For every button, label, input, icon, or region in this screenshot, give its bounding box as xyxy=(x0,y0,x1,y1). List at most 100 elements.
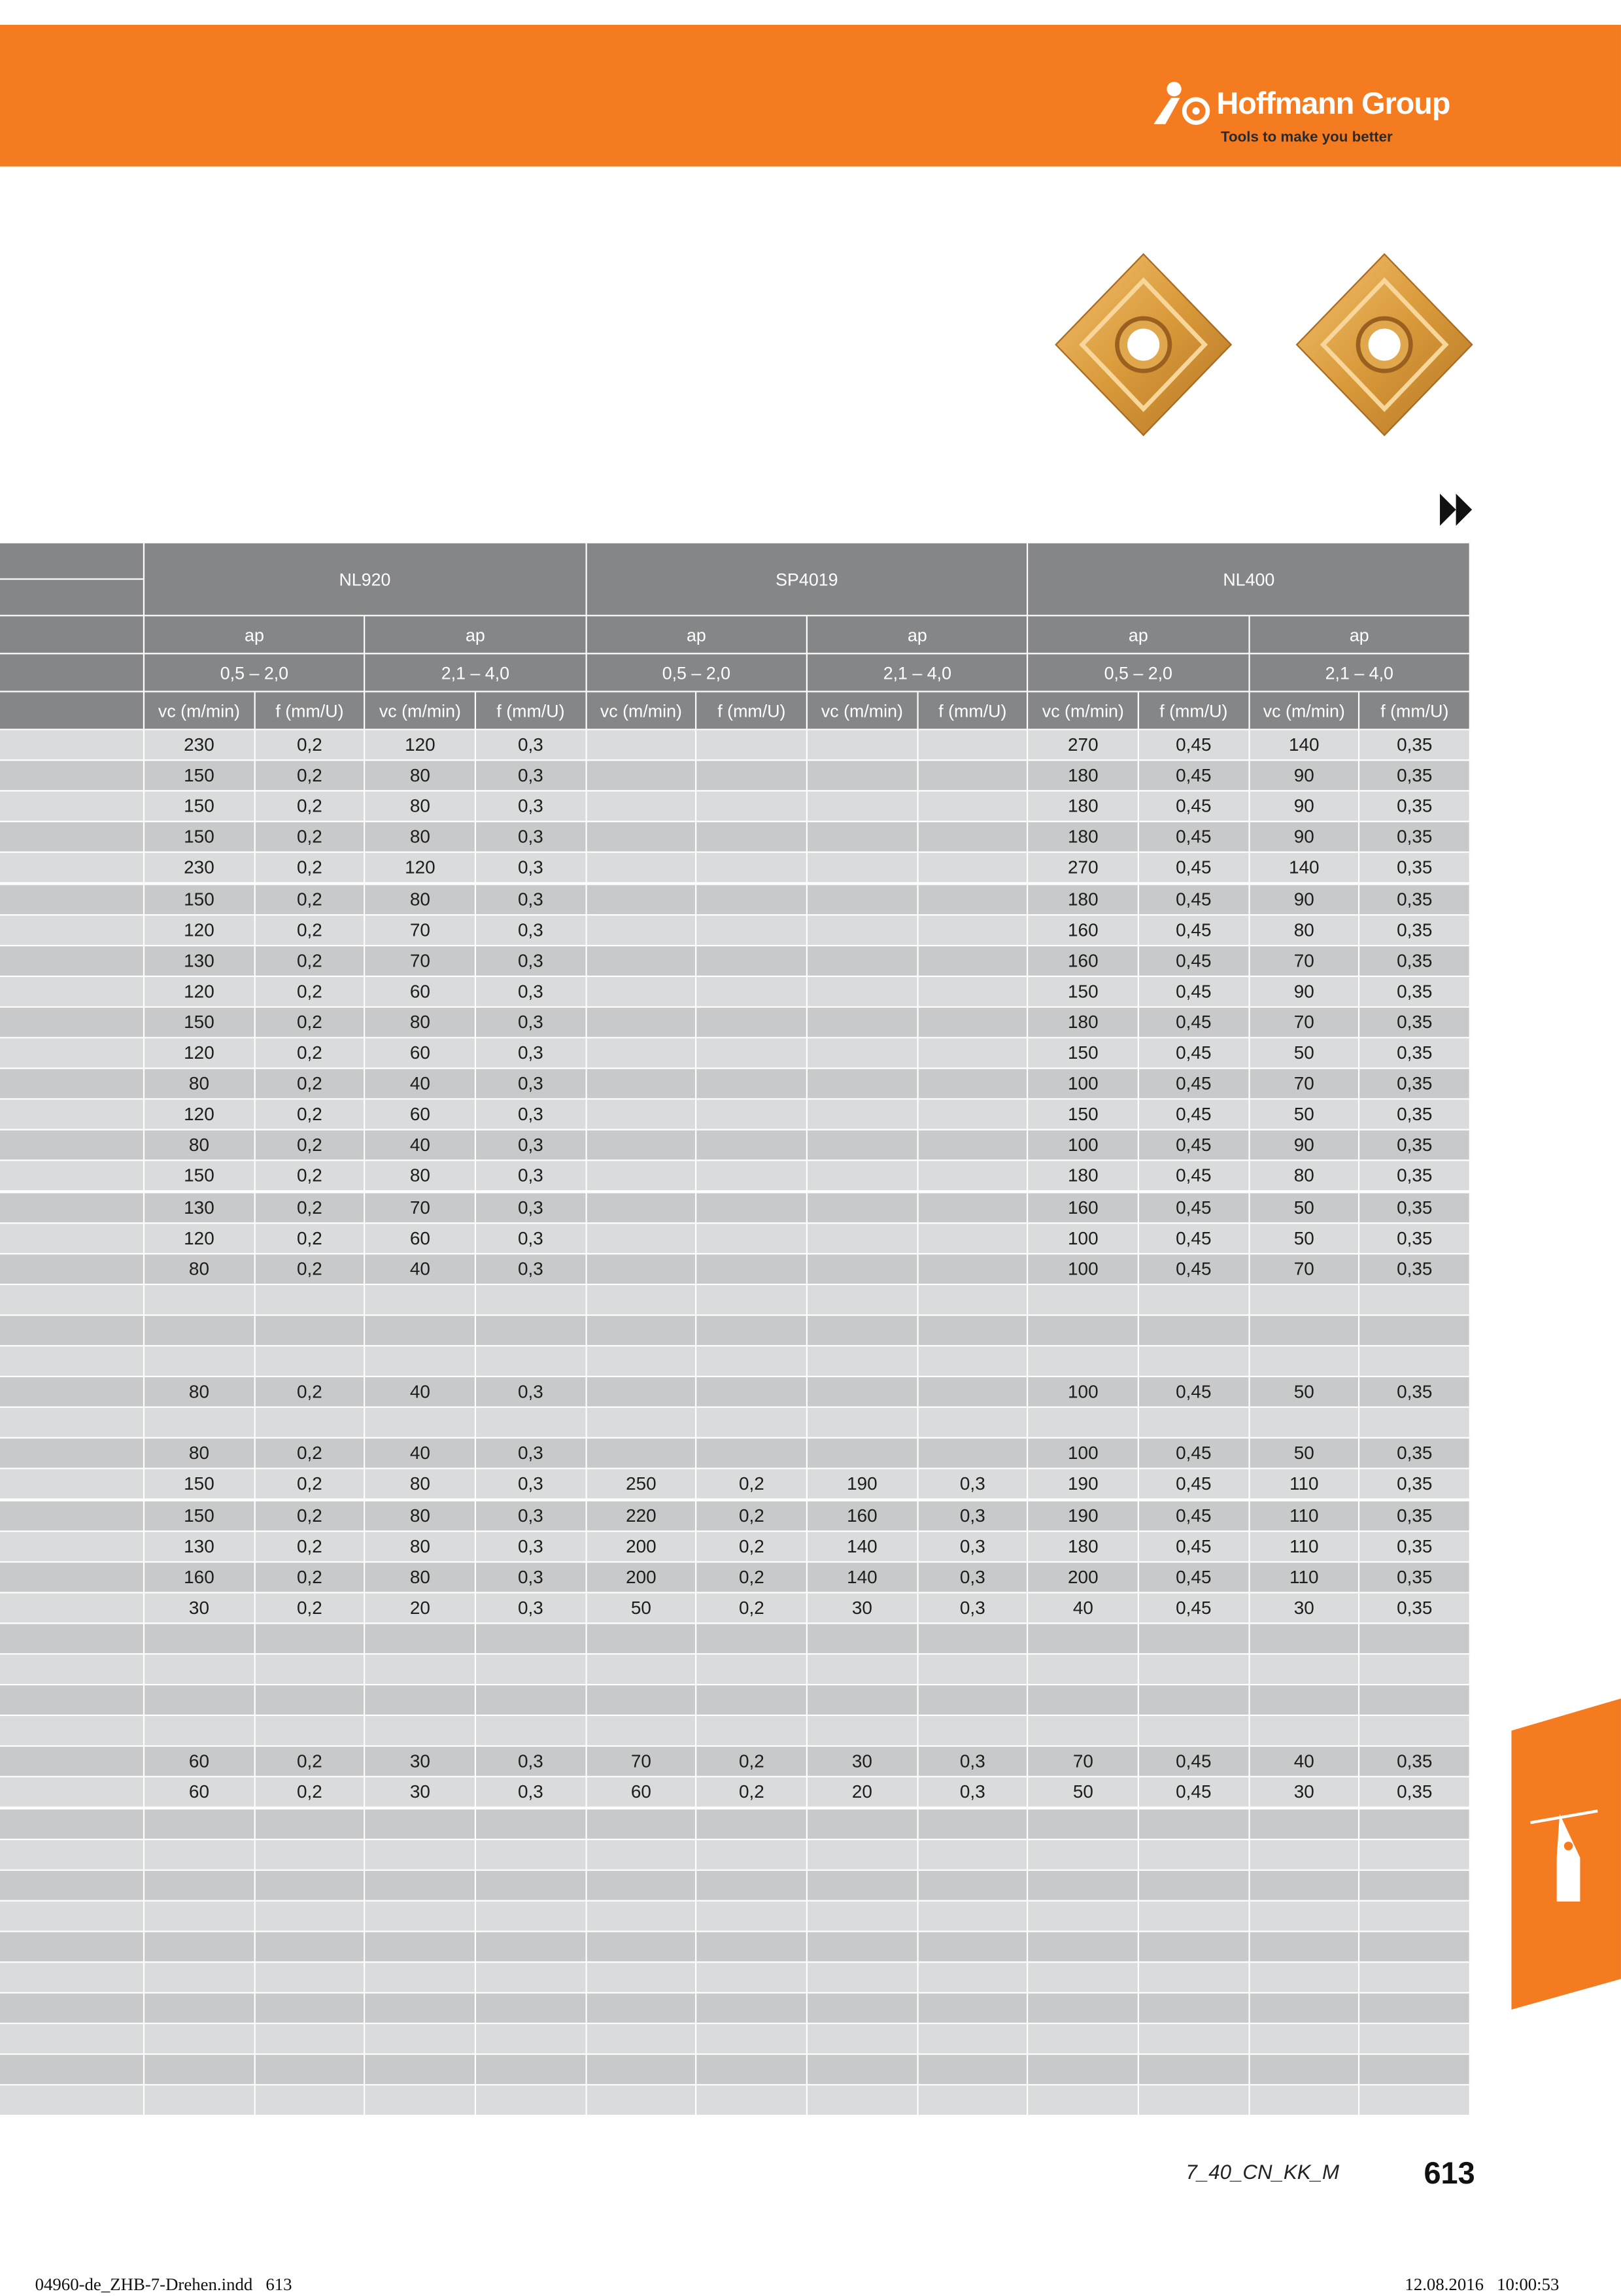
data-cell: 90 xyxy=(1249,1131,1360,1162)
data-cell xyxy=(697,853,808,885)
data-cell xyxy=(255,1932,366,1963)
data-cell: 0,2 xyxy=(255,1161,366,1193)
brand: Hoffmann Group xyxy=(1216,87,1450,122)
data-cell: 0,45 xyxy=(1138,1131,1250,1162)
data-cell: 190 xyxy=(808,1469,918,1501)
data-cell: 0,3 xyxy=(917,1562,1029,1594)
data-cell xyxy=(587,1284,697,1316)
data-cell xyxy=(808,2086,918,2117)
data-cell xyxy=(1359,1346,1471,1378)
data-cell xyxy=(917,730,1029,761)
data-cell: 0,3 xyxy=(476,1562,587,1594)
data-cell xyxy=(697,761,808,792)
row-stub xyxy=(0,1500,145,1532)
data-cell: 160 xyxy=(1028,915,1139,946)
data-cell xyxy=(1249,1716,1360,1747)
data-cell: 0,35 xyxy=(1359,1069,1471,1101)
data-cell xyxy=(808,1038,918,1069)
data-cell: 0,2 xyxy=(255,1377,366,1409)
data-cell xyxy=(1359,1624,1471,1655)
row-stub xyxy=(0,1562,145,1594)
data-cell xyxy=(1138,1962,1250,1994)
column-label: vc (m/min) xyxy=(1028,692,1139,730)
data-cell xyxy=(808,884,918,916)
data-cell xyxy=(808,1654,918,1686)
data-cell xyxy=(917,1624,1029,1655)
data-cell xyxy=(917,1901,1029,1932)
data-cell xyxy=(917,1346,1029,1378)
data-cell: 80 xyxy=(145,1254,256,1285)
ap-range: 2,1 – 4,0 xyxy=(1249,654,1471,693)
data-cell xyxy=(587,791,697,823)
data-cell xyxy=(1249,1932,1360,1963)
data-cell: 0,3 xyxy=(476,791,587,823)
data-cell: 70 xyxy=(1028,1747,1139,1778)
row-stub xyxy=(0,1377,145,1409)
data-cell: 0,45 xyxy=(1138,1500,1250,1532)
data-cell: 0,2 xyxy=(255,1777,366,1809)
data-cell xyxy=(476,1624,587,1655)
data-cell xyxy=(917,884,1029,916)
data-cell xyxy=(1138,1408,1250,1439)
ap-header: ap xyxy=(1028,616,1250,655)
data-cell xyxy=(808,1131,918,1162)
data-cell: 0,45 xyxy=(1138,1254,1250,1285)
data-cell: 0,35 xyxy=(1359,1469,1471,1501)
data-cell: 0,2 xyxy=(255,946,366,977)
data-cell xyxy=(697,1254,808,1285)
column-label: f (mm/U) xyxy=(1359,692,1471,730)
data-cell xyxy=(255,1346,366,1378)
data-cell: 0,35 xyxy=(1359,791,1471,823)
data-cell xyxy=(808,1808,918,1840)
data-cell xyxy=(587,1254,697,1285)
column-label: f (mm/U) xyxy=(1138,692,1250,730)
data-cell: 180 xyxy=(1028,791,1139,823)
data-cell: 0,45 xyxy=(1138,946,1250,977)
data-cell: 50 xyxy=(1249,1100,1360,1131)
data-cell xyxy=(697,2055,808,2087)
data-cell: 80 xyxy=(145,1377,256,1409)
data-cell: 100 xyxy=(1028,1254,1139,1285)
data-cell xyxy=(366,1808,477,1840)
data-cell: 0,3 xyxy=(476,1439,587,1470)
data-cell: 200 xyxy=(587,1531,697,1562)
data-cell: 70 xyxy=(1249,946,1360,977)
data-cell xyxy=(587,1840,697,1871)
header-band xyxy=(0,24,1621,167)
data-cell: 0,2 xyxy=(255,1192,366,1224)
data-cell xyxy=(1138,1315,1250,1347)
data-cell: 0,3 xyxy=(476,1192,587,1224)
data-cell xyxy=(1028,1901,1139,1932)
data-cell: 0,35 xyxy=(1359,1131,1471,1162)
data-cell: 0,2 xyxy=(255,1038,366,1069)
data-cell xyxy=(697,1808,808,1840)
data-cell xyxy=(587,1408,697,1439)
data-cell: 0,45 xyxy=(1138,730,1250,761)
data-cell xyxy=(366,1962,477,1994)
data-cell xyxy=(697,946,808,977)
data-cell: 20 xyxy=(808,1777,918,1809)
data-cell xyxy=(366,2024,477,2055)
row-stub xyxy=(0,1808,145,1840)
data-cell xyxy=(1138,1870,1250,1902)
row-stub xyxy=(0,823,145,854)
data-cell xyxy=(917,1254,1029,1285)
data-cell xyxy=(808,1901,918,1932)
data-cell xyxy=(587,1901,697,1932)
data-cell xyxy=(1359,2024,1471,2055)
data-cell xyxy=(1138,1716,1250,1747)
data-cell: 0,45 xyxy=(1138,1469,1250,1501)
data-cell xyxy=(808,1346,918,1378)
data-cell xyxy=(587,761,697,792)
data-cell xyxy=(587,1315,697,1347)
data-cell xyxy=(1028,1962,1139,1994)
data-cell: 150 xyxy=(145,1161,256,1193)
data-cell: 0,35 xyxy=(1359,1562,1471,1594)
data-cell xyxy=(145,1808,256,1840)
data-cell xyxy=(697,884,808,916)
ap-header: ap xyxy=(587,616,808,655)
data-cell xyxy=(697,1901,808,1932)
data-cell xyxy=(808,1254,918,1285)
data-cell xyxy=(808,1624,918,1655)
data-cell xyxy=(476,1716,587,1747)
